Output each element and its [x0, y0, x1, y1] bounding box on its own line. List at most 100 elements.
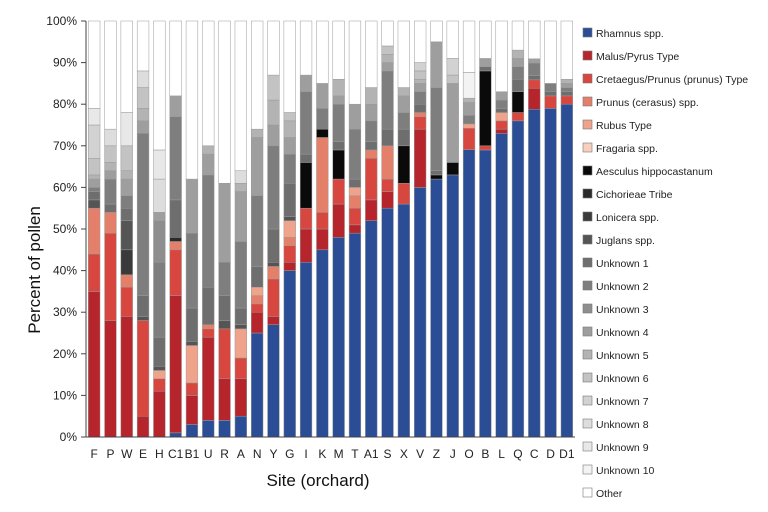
bar-segment [88, 174, 101, 180]
bar-segment [169, 199, 182, 238]
bar-segment [169, 95, 182, 117]
bar-segment [202, 20, 215, 147]
x-axis-title: Site (orchard) [267, 471, 370, 490]
bar-segment [218, 295, 231, 321]
bar-segment [348, 103, 362, 130]
x-tick-label: B1 [185, 447, 200, 461]
legend-label: Malus/Pyrus Type [596, 51, 679, 63]
bar-segment [495, 120, 508, 130]
x-tick-label: B [481, 447, 489, 461]
bar-segment [511, 20, 525, 51]
bar-segment [560, 83, 573, 88]
bar-segment [446, 20, 459, 59]
bar-segment [365, 199, 378, 221]
bar-segment [316, 137, 329, 213]
bar-segment [218, 182, 231, 263]
bar-segment [414, 103, 427, 113]
bar-segment [267, 124, 280, 147]
bar-segment [495, 20, 508, 92]
bar-segment [397, 87, 410, 97]
bar-segment [414, 112, 427, 117]
bar-segment [136, 133, 150, 296]
bar-segment [528, 58, 541, 64]
bar-segment [381, 145, 394, 180]
bar-segment [251, 311, 264, 334]
x-axis: F P W E H C1 B1 U R A N Y G I K M T A1 S X V Z J O B L Q C D D1 [86, 436, 575, 461]
bar-segment [267, 99, 280, 126]
bar-segment [495, 112, 508, 122]
bar-segment [169, 237, 182, 242]
x-tick-label: P [106, 447, 114, 461]
bar-segment [234, 307, 247, 325]
x-tick-label: Q [513, 447, 522, 461]
bar-segment [365, 141, 378, 151]
bar-segment [104, 162, 117, 172]
bar-segment [495, 128, 508, 134]
bar-segment [316, 20, 329, 84]
y-tick-label: 60% [53, 180, 77, 194]
x-tick-label: S [384, 447, 392, 461]
bar-segment [202, 145, 215, 155]
bar-segment [381, 207, 394, 438]
bar-segment [202, 153, 215, 176]
bar-segment [414, 20, 427, 63]
legend-swatch [582, 464, 593, 475]
bar-segment [104, 145, 117, 163]
bar-segment [185, 178, 199, 234]
bar-segment [511, 91, 525, 113]
bar-segment [414, 70, 427, 80]
bar-segment [511, 66, 525, 80]
bar-segment [202, 420, 215, 438]
bar-segment [267, 228, 280, 263]
bar-segment [153, 220, 166, 263]
bar-segment [316, 228, 329, 251]
bar-segment [544, 108, 557, 438]
bar-segment [528, 108, 541, 438]
bar-segment [283, 262, 296, 271]
legend-swatch [582, 73, 593, 84]
bar-segment [283, 245, 296, 263]
bar-segment [462, 102, 476, 116]
bar-segment [185, 382, 199, 396]
bar-segment [430, 170, 443, 176]
bar-segment [479, 149, 492, 438]
bar-segment [414, 91, 427, 105]
legend-label: Unknown 3 [596, 304, 649, 316]
bar-segment [153, 378, 166, 392]
bar-segment [332, 237, 345, 438]
bar-segment [332, 20, 345, 80]
bar-segment [267, 262, 280, 267]
bar-segment [153, 149, 166, 180]
x-tick-label: O [464, 447, 473, 461]
bar-segment [120, 145, 133, 172]
bar-segment [348, 195, 362, 209]
bar-segment [136, 415, 150, 438]
bar-segment [479, 20, 492, 59]
bar-segment [185, 395, 199, 425]
bar-segment [202, 336, 215, 421]
legend-swatch [582, 96, 593, 107]
bar-segment [299, 262, 313, 438]
legend-swatch [582, 234, 593, 245]
bar-segment [381, 20, 394, 47]
bar-segment [332, 103, 345, 142]
bar-segment [267, 278, 280, 317]
bar-segment [348, 128, 362, 180]
bar-segment [251, 332, 264, 438]
bar-segment [283, 20, 296, 113]
bar-segment [234, 378, 247, 417]
bar-segment [348, 207, 362, 226]
bar-segment [120, 286, 133, 317]
bar-segment [511, 120, 525, 438]
bar-segment [560, 87, 573, 92]
bar-segment [365, 120, 378, 142]
y-tick-label: 20% [53, 347, 77, 361]
legend-label: Unknown 8 [596, 419, 649, 431]
bar-segment [511, 49, 525, 59]
bar-segment [88, 199, 101, 209]
bar-segment [120, 195, 133, 209]
bar-segment [136, 316, 150, 321]
bar-segment [251, 195, 264, 267]
bar-segment [316, 212, 329, 230]
bar-segment [430, 174, 443, 180]
